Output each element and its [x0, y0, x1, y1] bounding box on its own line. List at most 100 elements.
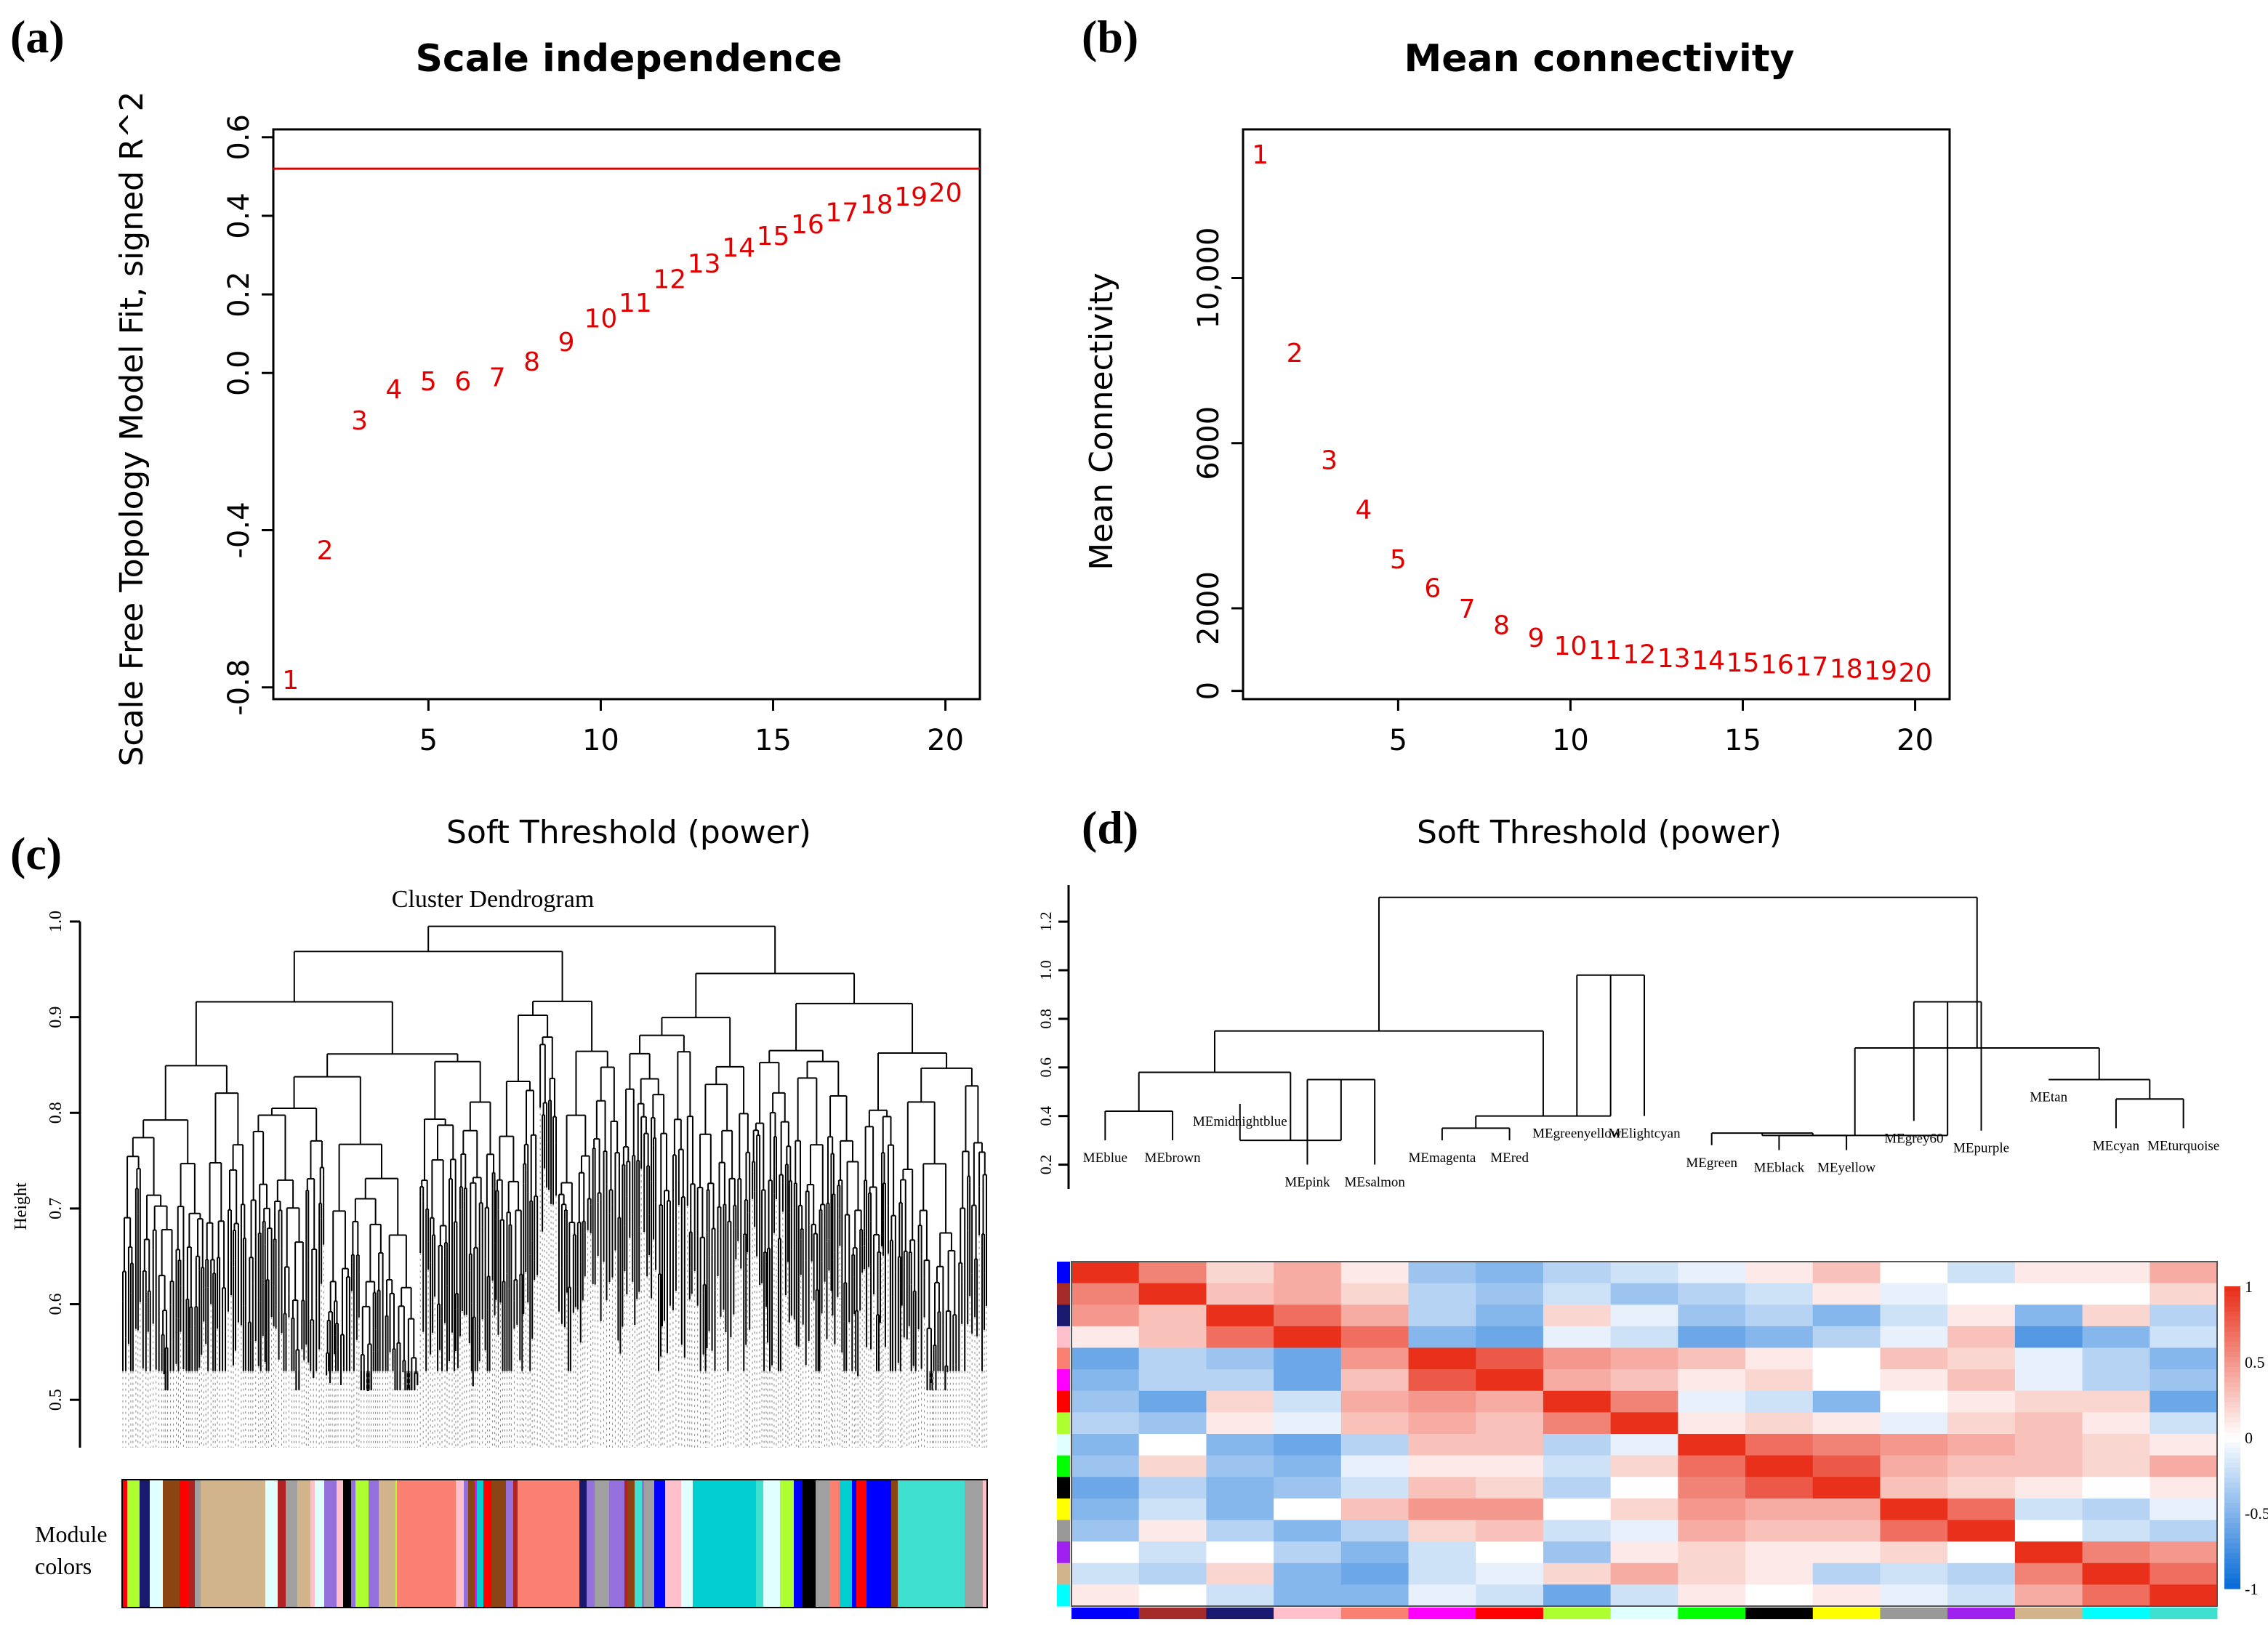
heatmap-cell — [1610, 1477, 1678, 1499]
heatmap-cell — [1947, 1283, 2016, 1305]
heatmap-cell — [1543, 1283, 1612, 1305]
point-label: 19 — [894, 182, 928, 212]
heatmap-cell — [1678, 1412, 1746, 1435]
heatmap-cell — [1340, 1498, 1410, 1521]
heatmap-cell — [2082, 1520, 2150, 1542]
heatmap-cell — [1745, 1283, 1814, 1305]
heatmap-cell — [1880, 1326, 1948, 1349]
heatmap-cell — [1880, 1412, 1948, 1435]
chart-title-b: Mean connectivity — [1404, 37, 1794, 81]
legend-swatch — [2224, 1412, 2240, 1418]
point-label: 13 — [1657, 644, 1691, 674]
point-label: 3 — [1321, 445, 1338, 475]
y-tick-label: 1.2 — [1037, 911, 1055, 932]
panel-a: (a) Scale independence 5 10 15 20 -0.8-0.40… — [10, 11, 981, 851]
module-color-segment — [780, 1480, 795, 1608]
heatmap-cell — [1274, 1305, 1342, 1327]
module-color-segment — [693, 1480, 757, 1608]
module-color-segment — [852, 1480, 857, 1608]
heatmap-cell — [1610, 1434, 1678, 1456]
chart-title-a: Scale independence — [415, 37, 842, 81]
legend-swatch — [2224, 1533, 2240, 1539]
heatmap-cell — [2150, 1434, 2218, 1456]
heatmap-cell — [1408, 1434, 1476, 1456]
heatmap-cell — [1610, 1520, 1678, 1542]
legend-swatch — [2224, 1513, 2240, 1519]
heatmap-cell — [1138, 1305, 1207, 1327]
panel-d: (d) 0.2 0.4 0.6 0.8 1.0 1.2 MEblue MEbrown MEmi… — [1037, 802, 2268, 1619]
heatmap-cell — [1678, 1520, 1746, 1542]
legend-swatch — [2224, 1488, 2240, 1493]
legend-tick-label: 1 — [2245, 1278, 2253, 1296]
heatmap-cell — [1678, 1562, 1746, 1585]
heatmap-cell — [1880, 1390, 1948, 1413]
y-tick-label: 0.2 — [1037, 1155, 1055, 1175]
heatmap-cell — [1340, 1305, 1410, 1327]
module-color-segment — [195, 1480, 201, 1608]
heatmap-row-colors — [1057, 1262, 1070, 1607]
heatmap-cell — [1476, 1369, 1544, 1392]
module-color-segment — [803, 1480, 816, 1608]
heatmap-cell — [1138, 1369, 1207, 1392]
legend-swatch — [2224, 1523, 2240, 1529]
heatmap-cell — [1610, 1305, 1678, 1327]
row-color-chip — [1057, 1584, 1070, 1607]
heatmap-cell — [1206, 1584, 1274, 1607]
me-leaf-label: MEturquoise — [2147, 1138, 2219, 1153]
heatmap-cell — [2082, 1477, 2150, 1499]
heatmap-cell — [1476, 1262, 1544, 1284]
heatmap-cell — [1138, 1283, 1207, 1305]
me-leaf-label: MElightcyan — [1608, 1126, 1681, 1142]
heatmap-cell — [1610, 1283, 1678, 1305]
x-axis-a: 5 10 15 20 — [419, 699, 964, 757]
heatmap-cell — [1408, 1283, 1476, 1305]
column-color-chip — [2014, 1608, 2083, 1619]
heatmap-cell — [1543, 1498, 1612, 1521]
legend-swatch — [2224, 1407, 2240, 1413]
y-tick-label: 0.4 — [222, 193, 256, 239]
y-tick-label: 0.5 — [47, 1389, 65, 1411]
me-leaf-label: MEmagenta — [1408, 1150, 1476, 1166]
point-label: 12 — [653, 265, 686, 294]
heatmap-cell — [1138, 1262, 1207, 1284]
heatmap-cell — [1274, 1347, 1342, 1370]
legend-swatch — [2224, 1573, 2240, 1579]
heatmap-cell — [1071, 1326, 1140, 1349]
row-color-chip — [1057, 1434, 1070, 1456]
heatmap-cell — [1340, 1434, 1410, 1456]
heatmap-cell — [1476, 1455, 1544, 1477]
heatmap-cell — [1947, 1326, 2016, 1349]
heatmap-cell — [1543, 1520, 1612, 1542]
x-tick-label: 20 — [927, 724, 964, 757]
heatmap-cell — [1408, 1562, 1476, 1585]
heatmap-cell — [1678, 1584, 1746, 1607]
heatmap-cell — [2082, 1434, 2150, 1456]
heatmap-cell — [2082, 1584, 2150, 1607]
legend-swatch — [2224, 1336, 2240, 1342]
panel-label-d: (d) — [1082, 802, 1138, 853]
module-colorbar-frame — [121, 1479, 988, 1608]
column-color-chip — [1678, 1608, 1746, 1619]
heatmap-cell — [1206, 1262, 1274, 1284]
panel-label-b: (b) — [1082, 11, 1138, 62]
legend-swatch — [2224, 1402, 2240, 1408]
heatmap-cell — [1071, 1262, 1140, 1284]
legend-swatch — [2224, 1563, 2240, 1569]
point-label: 16 — [791, 210, 824, 240]
legend-tick-label: -0.5 — [2245, 1504, 2268, 1523]
heatmap-cell — [1543, 1455, 1612, 1477]
module-color-segment — [876, 1480, 892, 1608]
heatmap-cell — [1408, 1347, 1476, 1370]
heatmap-cell — [1071, 1390, 1140, 1413]
y-tick-label: 0.0 — [222, 350, 256, 396]
panel-c: (c) Cluster Dendrogram 0.5 0.6 0.7 0.8 0.9 1.… — [10, 828, 988, 1608]
heatmap-cell — [1071, 1455, 1140, 1477]
heatmap-cell — [1476, 1520, 1544, 1542]
heatmap-cell — [1138, 1326, 1207, 1349]
column-color-chip — [1880, 1608, 1948, 1619]
module-color-segment — [140, 1480, 150, 1608]
heatmap-cell — [1138, 1562, 1207, 1585]
row-color-chip — [1057, 1520, 1070, 1542]
module-color-segment — [980, 1480, 984, 1608]
